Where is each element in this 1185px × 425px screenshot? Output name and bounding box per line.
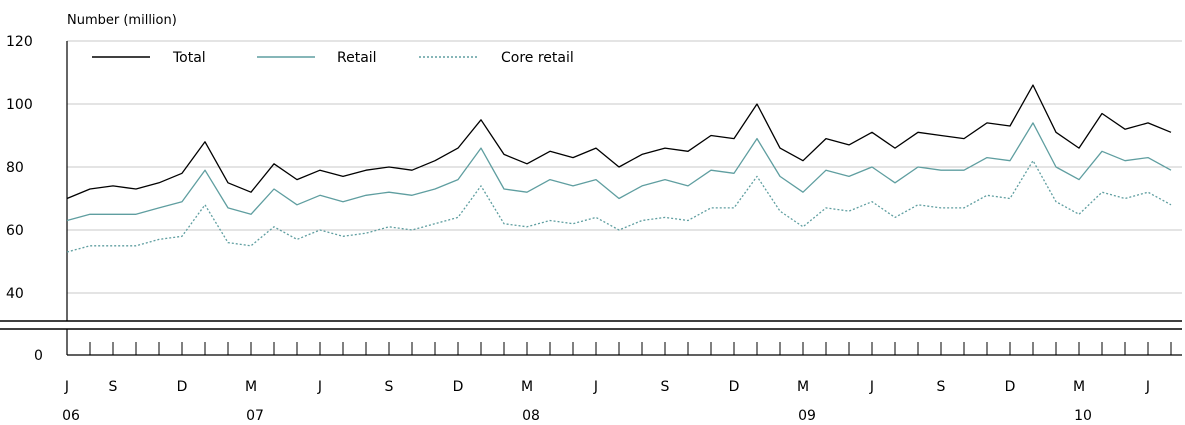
series-line-retail — [66, 122, 1172, 222]
x-tick-label: D — [729, 379, 740, 395]
x-tick-label: S — [661, 379, 670, 395]
legend: Total Retail Core retail — [92, 50, 574, 66]
x-axis-ticks: J 06 S D M 07 J S D M 08 J S D M 09 J S D M 10 J — [62, 342, 1172, 424]
y-axis-label: Number (million) — [67, 13, 177, 28]
x-tick-label: S — [385, 379, 394, 395]
gridlines — [67, 40, 1182, 294]
x-tick-label: J — [64, 379, 69, 395]
x-tick-year-label: 07 — [246, 408, 264, 424]
x-tick-label: M — [521, 379, 533, 395]
x-tick-year-label: 06 — [62, 408, 80, 424]
x-tick-label: J — [1145, 379, 1150, 395]
x-tick-label: M — [1073, 379, 1085, 395]
series-lines — [66, 84, 1172, 253]
series-line-core-retail — [66, 160, 1172, 253]
x-tick-label: J — [317, 379, 322, 395]
x-tick-year-label: 08 — [522, 408, 540, 424]
y-tick-label: 0 — [34, 348, 43, 364]
x-tick-label: S — [937, 379, 946, 395]
x-tick-label: D — [177, 379, 188, 395]
x-tick-label: S — [109, 379, 118, 395]
y-tick-label: 100 — [6, 97, 33, 113]
y-tick-label: 120 — [6, 34, 33, 50]
x-tick-year-label: 09 — [798, 408, 816, 424]
legend-label: Total — [172, 50, 206, 66]
x-tick-label: M — [797, 379, 809, 395]
y-tick-label: 80 — [6, 160, 24, 176]
y-tick-label: 40 — [6, 286, 24, 302]
x-tick-label: J — [869, 379, 874, 395]
x-tick-label: J — [593, 379, 598, 395]
x-tick-label: M — [245, 379, 257, 395]
axes — [0, 41, 1182, 356]
x-tick-label: D — [1005, 379, 1016, 395]
series-line-total — [66, 84, 1172, 200]
x-tick-year-label: 10 — [1074, 408, 1092, 424]
legend-label: Retail — [337, 50, 377, 66]
x-tick-label: D — [453, 379, 464, 395]
y-tick-label: 60 — [6, 223, 24, 239]
y-axis-ticks: 120 100 80 60 40 0 — [6, 34, 43, 364]
legend-label: Core retail — [501, 50, 574, 66]
